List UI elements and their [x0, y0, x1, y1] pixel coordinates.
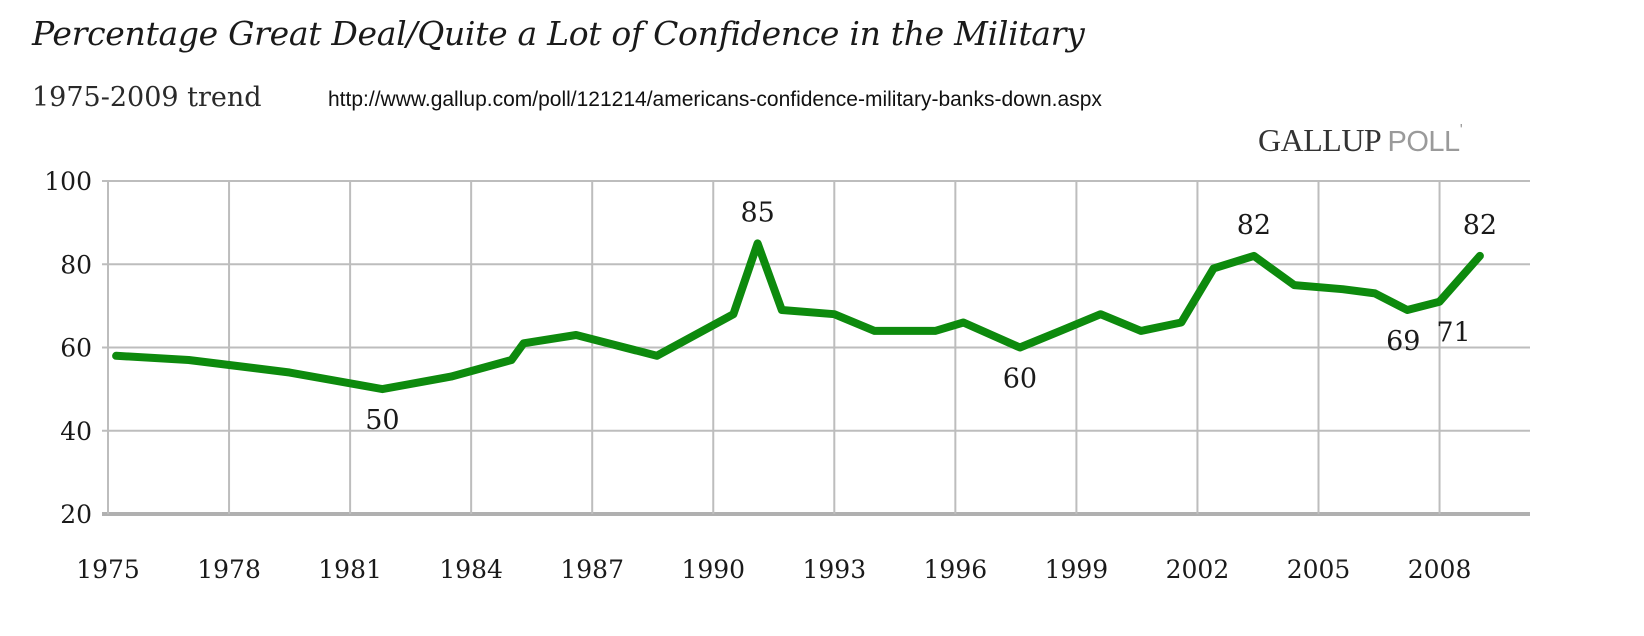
x-tick-label: 1999: [1045, 555, 1109, 584]
brand-mark: ': [1459, 122, 1463, 139]
y-tick-label: 20: [60, 500, 92, 529]
gallup-poll-logo: GALLUP POLL': [1258, 122, 1463, 159]
data-label: 85: [740, 197, 774, 228]
x-tick-label: 1984: [439, 555, 503, 584]
data-label: 71: [1436, 318, 1470, 349]
y-tick-label: 40: [60, 417, 92, 446]
data-label: 82: [1463, 210, 1497, 241]
data-label: 82: [1237, 210, 1271, 241]
grid-lines: [102, 180, 1530, 516]
x-tick-label: 1990: [681, 555, 745, 584]
x-axis-ticks: 1975 1978 1981 1984 1987 1990 1993 1996 1999 2002…: [76, 555, 1471, 584]
x-tick-label: 1996: [924, 555, 988, 584]
data-label: 50: [365, 405, 399, 436]
y-tick-label: 60: [60, 334, 92, 363]
chart-subtitle: 1975-2009 trend: [32, 82, 262, 113]
data-series: [112, 239, 1484, 394]
brand-primary: GALLUP: [1258, 122, 1381, 158]
series-line: [112, 239, 1484, 394]
x-tick-label: 1975: [76, 555, 140, 584]
x-tick-label: 1987: [560, 555, 624, 584]
brand-secondary: POLL: [1387, 126, 1461, 158]
data-labels: 50 85 60 82 69 71 82: [365, 197, 1497, 436]
x-tick-label: 1978: [197, 555, 261, 584]
x-tick-label: 1981: [318, 555, 382, 584]
x-tick-label: 2005: [1287, 555, 1351, 584]
data-label: 69: [1386, 326, 1420, 357]
y-tick-label: 100: [44, 167, 92, 196]
x-tick-label: 1993: [802, 555, 866, 584]
y-axis-ticks: 20 40 60 80 100: [44, 167, 92, 529]
chart-title: Percentage Great Deal/Quite a Lot of Con…: [32, 14, 1085, 53]
x-tick-label: 2002: [1166, 555, 1230, 584]
source-url: http://www.gallup.com/poll/121214/americ…: [328, 88, 1102, 111]
data-label: 60: [1003, 364, 1037, 395]
y-tick-label: 80: [60, 250, 92, 279]
x-tick-label: 2008: [1408, 555, 1472, 584]
